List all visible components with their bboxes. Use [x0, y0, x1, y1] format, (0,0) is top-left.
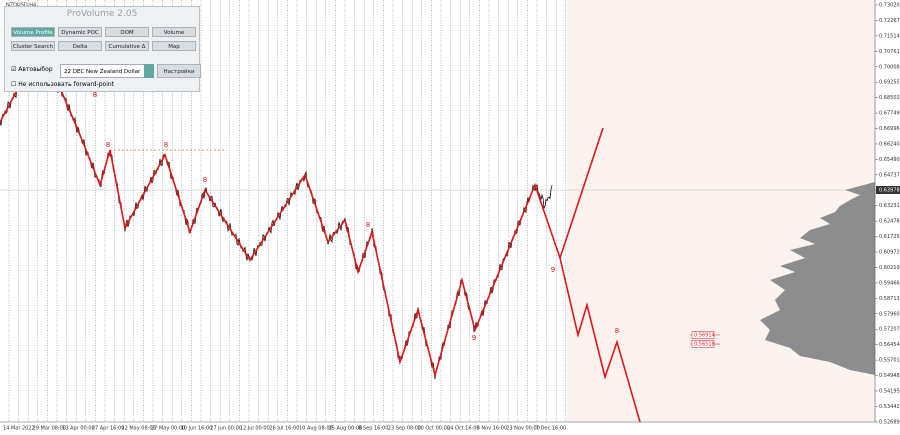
wave-label: 8	[203, 176, 207, 184]
price-label: 0.68502	[879, 95, 900, 101]
price-label: 0.53442	[879, 404, 900, 410]
forecast-down	[559, 257, 641, 423]
current-price-box	[876, 186, 900, 194]
time-label: 12 Jul 00:00	[240, 426, 270, 432]
time-axis	[0, 422, 900, 435]
tool-button[interactable]: Delta	[58, 41, 102, 51]
time-label: 23 Sep 08:00	[388, 426, 421, 432]
price-label: 0.57207	[879, 327, 900, 333]
settings-button[interactable]: Настройки	[157, 64, 201, 78]
instrument-label: 22 DEC New Zealand Dollar	[64, 69, 141, 75]
time-label: 12 May 08:00	[121, 426, 155, 432]
instrument-select[interactable]: 22 DEC New Zealand Dollar	[60, 64, 154, 78]
dropdown-arrow[interactable]	[144, 64, 154, 78]
price-label: 0.59466	[879, 280, 900, 286]
wave-label: 8	[615, 327, 619, 335]
price-label: 0.70008	[879, 64, 900, 70]
panel-title: ProVolume 2.05	[66, 9, 138, 19]
level-box	[691, 340, 715, 348]
forward-point[interactable]: ☐ Не использовать forward-point	[11, 81, 115, 88]
time-label: 27 May 00:00	[151, 426, 185, 432]
price-label: 0.66996	[879, 126, 900, 132]
zigzag	[0, 84, 561, 379]
price-label: 0.55701	[879, 358, 900, 364]
price-label: 0.73020	[879, 3, 900, 9]
time-label: 13 Apr 00:00	[62, 426, 95, 432]
price-label: 0.57960	[879, 311, 900, 317]
price-label: 0.69255	[879, 80, 900, 86]
tool-button[interactable]: DOM	[105, 27, 149, 37]
price-label: 0.52689	[879, 419, 900, 425]
auto-select[interactable]: ☑ Автовыбор	[11, 66, 53, 73]
forward-point-label: Не использовать forward-point	[18, 81, 115, 88]
time-label: 7 Dec 16:00	[536, 426, 566, 432]
price-label: 0.63231	[879, 203, 900, 209]
price-label: 0.56454	[879, 342, 900, 348]
time-label: 8 Nov 16:00	[477, 426, 508, 432]
price-label: 0.60972	[879, 250, 900, 256]
price-label: 0.72267	[879, 18, 900, 24]
tool-button[interactable]: Volume Profile	[11, 27, 55, 37]
time-label: 14 Mar 2022	[3, 426, 35, 432]
time-label: 27 Apr 16:00	[92, 426, 125, 432]
level-label: 0.56914	[694, 333, 715, 339]
volume-profile	[760, 182, 875, 375]
wave-label: 8	[106, 141, 110, 149]
tool-button[interactable]: Dynamic POC	[58, 27, 102, 37]
tool-button[interactable]: Cumulative Δ	[105, 41, 149, 51]
price-label: 0.60219	[879, 265, 900, 271]
price-label: 0.67749	[879, 111, 900, 117]
price-label: 0.70761	[879, 49, 900, 55]
price-label: 0.66240	[879, 141, 900, 147]
wave-label: 8	[164, 141, 168, 149]
price-label: 0.71514	[879, 33, 900, 39]
level-label: 0.56518	[694, 342, 715, 348]
time-label: 24 Oct 16:00	[447, 426, 480, 432]
price-label: 0.64737	[879, 172, 900, 178]
time-label: 10 Aug 08:00	[299, 426, 333, 432]
auto-select-label: Автовыбор	[18, 66, 53, 73]
price-label: 0.65490	[879, 157, 900, 163]
tool-button[interactable]: Map	[152, 41, 196, 51]
wave-label: 9	[551, 266, 555, 274]
price-label: 0.61725	[879, 234, 900, 240]
provolume-panel: ProVolume 2.05 Volume Profile Dynamic POC…	[4, 6, 201, 92]
time-label: 29 Mar 08:00	[33, 426, 66, 432]
time-label: 27 Jun 00:00	[210, 426, 242, 432]
wave-label: 8	[366, 221, 370, 229]
tool-button[interactable]: Volume	[152, 27, 196, 37]
time-label: 10 Oct 00:00	[417, 426, 450, 432]
price-axis	[875, 0, 900, 435]
price-label: 0.58713	[879, 296, 900, 302]
price-label: 0.54195	[879, 389, 900, 395]
forecast-up	[559, 127, 604, 259]
price-label: 0.54948	[879, 373, 900, 379]
level-box	[691, 331, 715, 339]
wave-label: 9	[472, 334, 476, 342]
current-price: 0.63978	[879, 188, 900, 194]
wave-label: 8	[93, 91, 97, 99]
time-label: 8 Sep 16:00	[358, 426, 388, 432]
tool-button[interactable]: Cluster Search	[11, 41, 55, 51]
time-label: 25 Aug 00:00	[329, 426, 363, 432]
symbol: NZDUSD,H4	[6, 3, 36, 9]
time-label: 10 Jun 16:00	[181, 426, 213, 432]
time-label: 26 Jul 16:00	[269, 426, 299, 432]
price-label: 0.62478	[879, 219, 900, 225]
time-label: 23 Nov 00:00	[506, 426, 540, 432]
